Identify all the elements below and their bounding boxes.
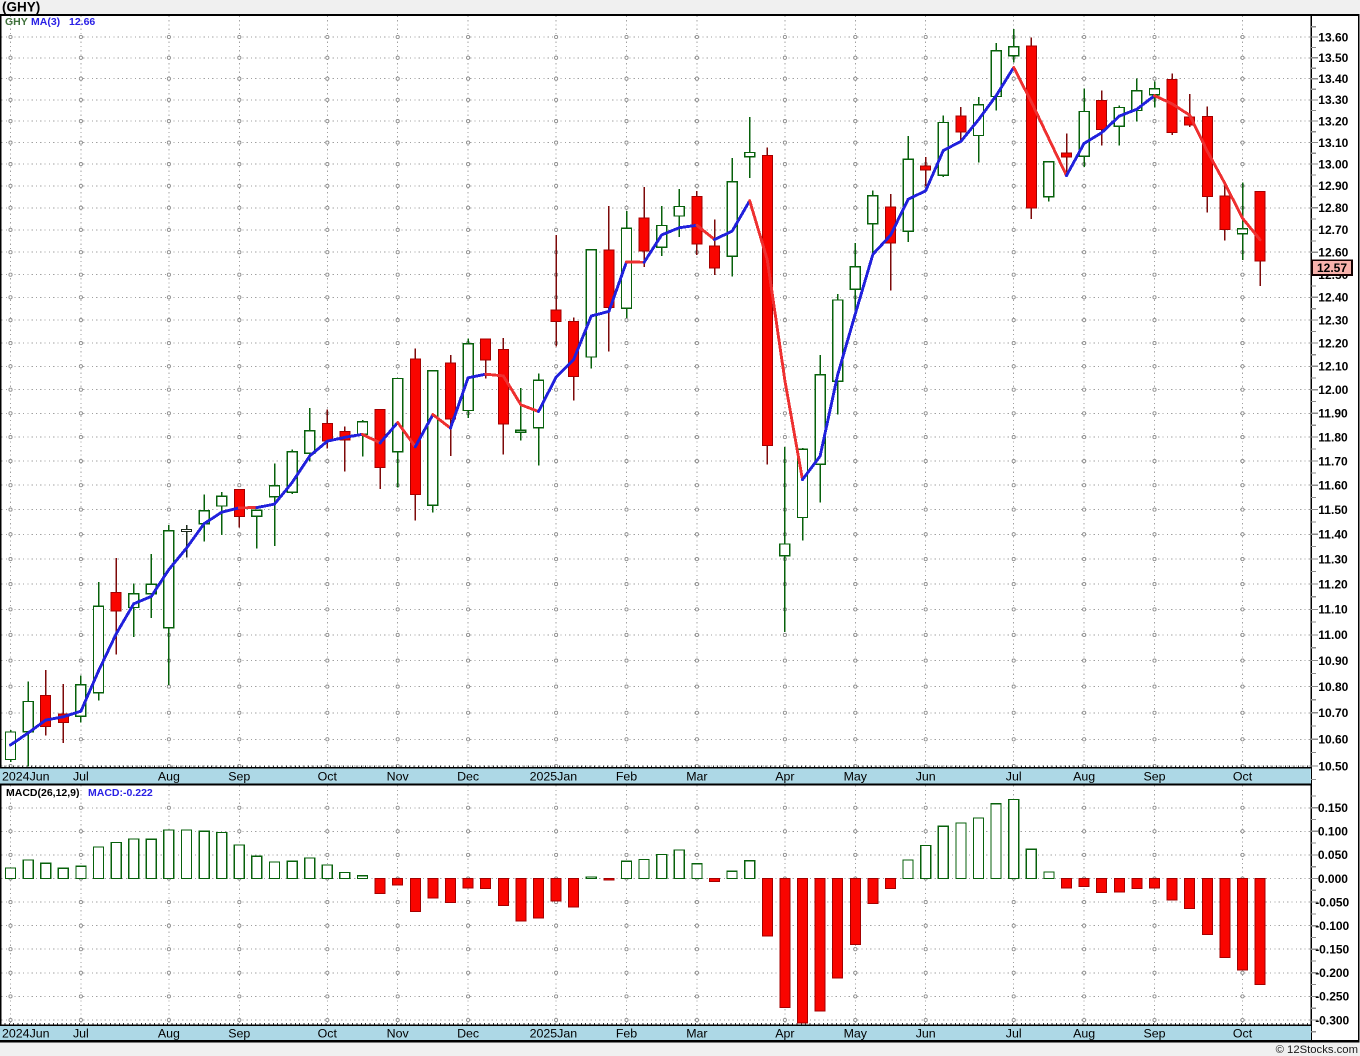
svg-text:May: May — [844, 770, 868, 784]
svg-text:13.00: 13.00 — [1318, 157, 1348, 171]
svg-text:Dec: Dec — [457, 1027, 479, 1041]
svg-text:Mar: Mar — [686, 770, 707, 784]
svg-text:10.90: 10.90 — [1318, 654, 1348, 668]
svg-text:Jul: Jul — [1006, 1027, 1022, 1041]
svg-text:Sep: Sep — [1143, 1027, 1165, 1041]
svg-text:Feb: Feb — [616, 1027, 637, 1041]
svg-text:11.30: 11.30 — [1318, 552, 1348, 566]
svg-text:Oct: Oct — [1233, 1027, 1253, 1041]
svg-text:13.30: 13.30 — [1318, 93, 1348, 107]
svg-text:Dec: Dec — [457, 770, 479, 784]
svg-text:0.150: 0.150 — [1318, 801, 1348, 815]
svg-text:Jun: Jun — [916, 1027, 936, 1041]
svg-text:Aug: Aug — [1073, 1027, 1095, 1041]
svg-text:MA(3): MA(3) — [31, 16, 60, 28]
svg-text:Jun: Jun — [916, 770, 936, 784]
svg-text:© 12Stocks.com: © 12Stocks.com — [1276, 1044, 1358, 1056]
svg-text:Apr: Apr — [775, 770, 794, 784]
svg-text:Sep: Sep — [228, 770, 250, 784]
svg-text:2024Jun: 2024Jun — [2, 770, 50, 784]
svg-text:-0.200: -0.200 — [1315, 966, 1349, 980]
svg-text:(GHY): (GHY) — [2, 0, 40, 15]
svg-text:-0.100: -0.100 — [1315, 919, 1349, 933]
svg-text:12.66: 12.66 — [69, 16, 95, 28]
svg-text:11.60: 11.60 — [1318, 479, 1348, 493]
svg-text:12.30: 12.30 — [1318, 313, 1348, 327]
svg-text:13.50: 13.50 — [1318, 51, 1348, 65]
svg-text:11.20: 11.20 — [1318, 577, 1348, 591]
svg-text:13.20: 13.20 — [1318, 114, 1348, 128]
svg-text:10.50: 10.50 — [1318, 759, 1348, 773]
svg-text:Jul: Jul — [73, 770, 89, 784]
svg-text:-0.150: -0.150 — [1315, 943, 1349, 957]
svg-text:11.00: 11.00 — [1318, 628, 1348, 642]
svg-text:11.40: 11.40 — [1318, 528, 1348, 542]
svg-text:0.100: 0.100 — [1318, 825, 1348, 839]
svg-text:Jul: Jul — [1006, 770, 1022, 784]
svg-text:11.70: 11.70 — [1318, 454, 1348, 468]
svg-text:2025Jan: 2025Jan — [530, 1027, 578, 1041]
svg-text:12.10: 12.10 — [1318, 360, 1348, 374]
svg-text:11.80: 11.80 — [1318, 430, 1348, 444]
svg-text:11.10: 11.10 — [1318, 603, 1348, 617]
svg-text:Jul: Jul — [73, 1027, 89, 1041]
svg-text:Aug: Aug — [158, 1027, 180, 1041]
svg-text:Sep: Sep — [1143, 770, 1165, 784]
svg-text:Oct: Oct — [318, 770, 338, 784]
svg-text:Nov: Nov — [387, 770, 410, 784]
svg-text:2024Jun: 2024Jun — [2, 1027, 50, 1041]
svg-text:MACD:-0.222: MACD:-0.222 — [88, 787, 153, 799]
svg-text:Feb: Feb — [616, 770, 637, 784]
svg-text:GHY: GHY — [5, 16, 28, 28]
svg-text:-0.050: -0.050 — [1315, 895, 1349, 909]
svg-text:-0.250: -0.250 — [1315, 990, 1349, 1004]
svg-text:12.40: 12.40 — [1318, 291, 1348, 305]
svg-text:11.90: 11.90 — [1318, 407, 1348, 421]
svg-text:Sep: Sep — [228, 1027, 250, 1041]
svg-text:Oct: Oct — [318, 1027, 338, 1041]
svg-text:Aug: Aug — [158, 770, 180, 784]
svg-text:12.80: 12.80 — [1318, 201, 1348, 215]
svg-text:10.80: 10.80 — [1318, 680, 1348, 694]
svg-text:0.000: 0.000 — [1318, 872, 1348, 886]
svg-text:12.57: 12.57 — [1317, 261, 1347, 275]
svg-text:2025Jan: 2025Jan — [530, 770, 578, 784]
svg-text:13.60: 13.60 — [1318, 30, 1348, 44]
svg-text:Oct: Oct — [1233, 770, 1253, 784]
svg-text:12.00: 12.00 — [1318, 383, 1348, 397]
svg-text:12.60: 12.60 — [1318, 246, 1348, 260]
svg-text:10.60: 10.60 — [1318, 733, 1348, 747]
svg-text:0.050: 0.050 — [1318, 848, 1348, 862]
svg-text:Aug: Aug — [1073, 770, 1095, 784]
svg-text:-0.300: -0.300 — [1315, 1013, 1349, 1027]
svg-text:Apr: Apr — [775, 1027, 794, 1041]
svg-text:13.40: 13.40 — [1318, 72, 1348, 86]
svg-text:13.10: 13.10 — [1318, 136, 1348, 150]
svg-text:10.70: 10.70 — [1318, 706, 1348, 720]
svg-text:Mar: Mar — [686, 1027, 707, 1041]
svg-text:MACD(26,12,9): MACD(26,12,9) — [6, 787, 80, 799]
svg-text:May: May — [844, 1027, 868, 1041]
svg-text:11.50: 11.50 — [1318, 503, 1348, 517]
svg-text:12.70: 12.70 — [1318, 223, 1348, 237]
svg-text:12.90: 12.90 — [1318, 179, 1348, 193]
svg-text:12.20: 12.20 — [1318, 336, 1348, 350]
svg-text:Nov: Nov — [387, 1027, 410, 1041]
